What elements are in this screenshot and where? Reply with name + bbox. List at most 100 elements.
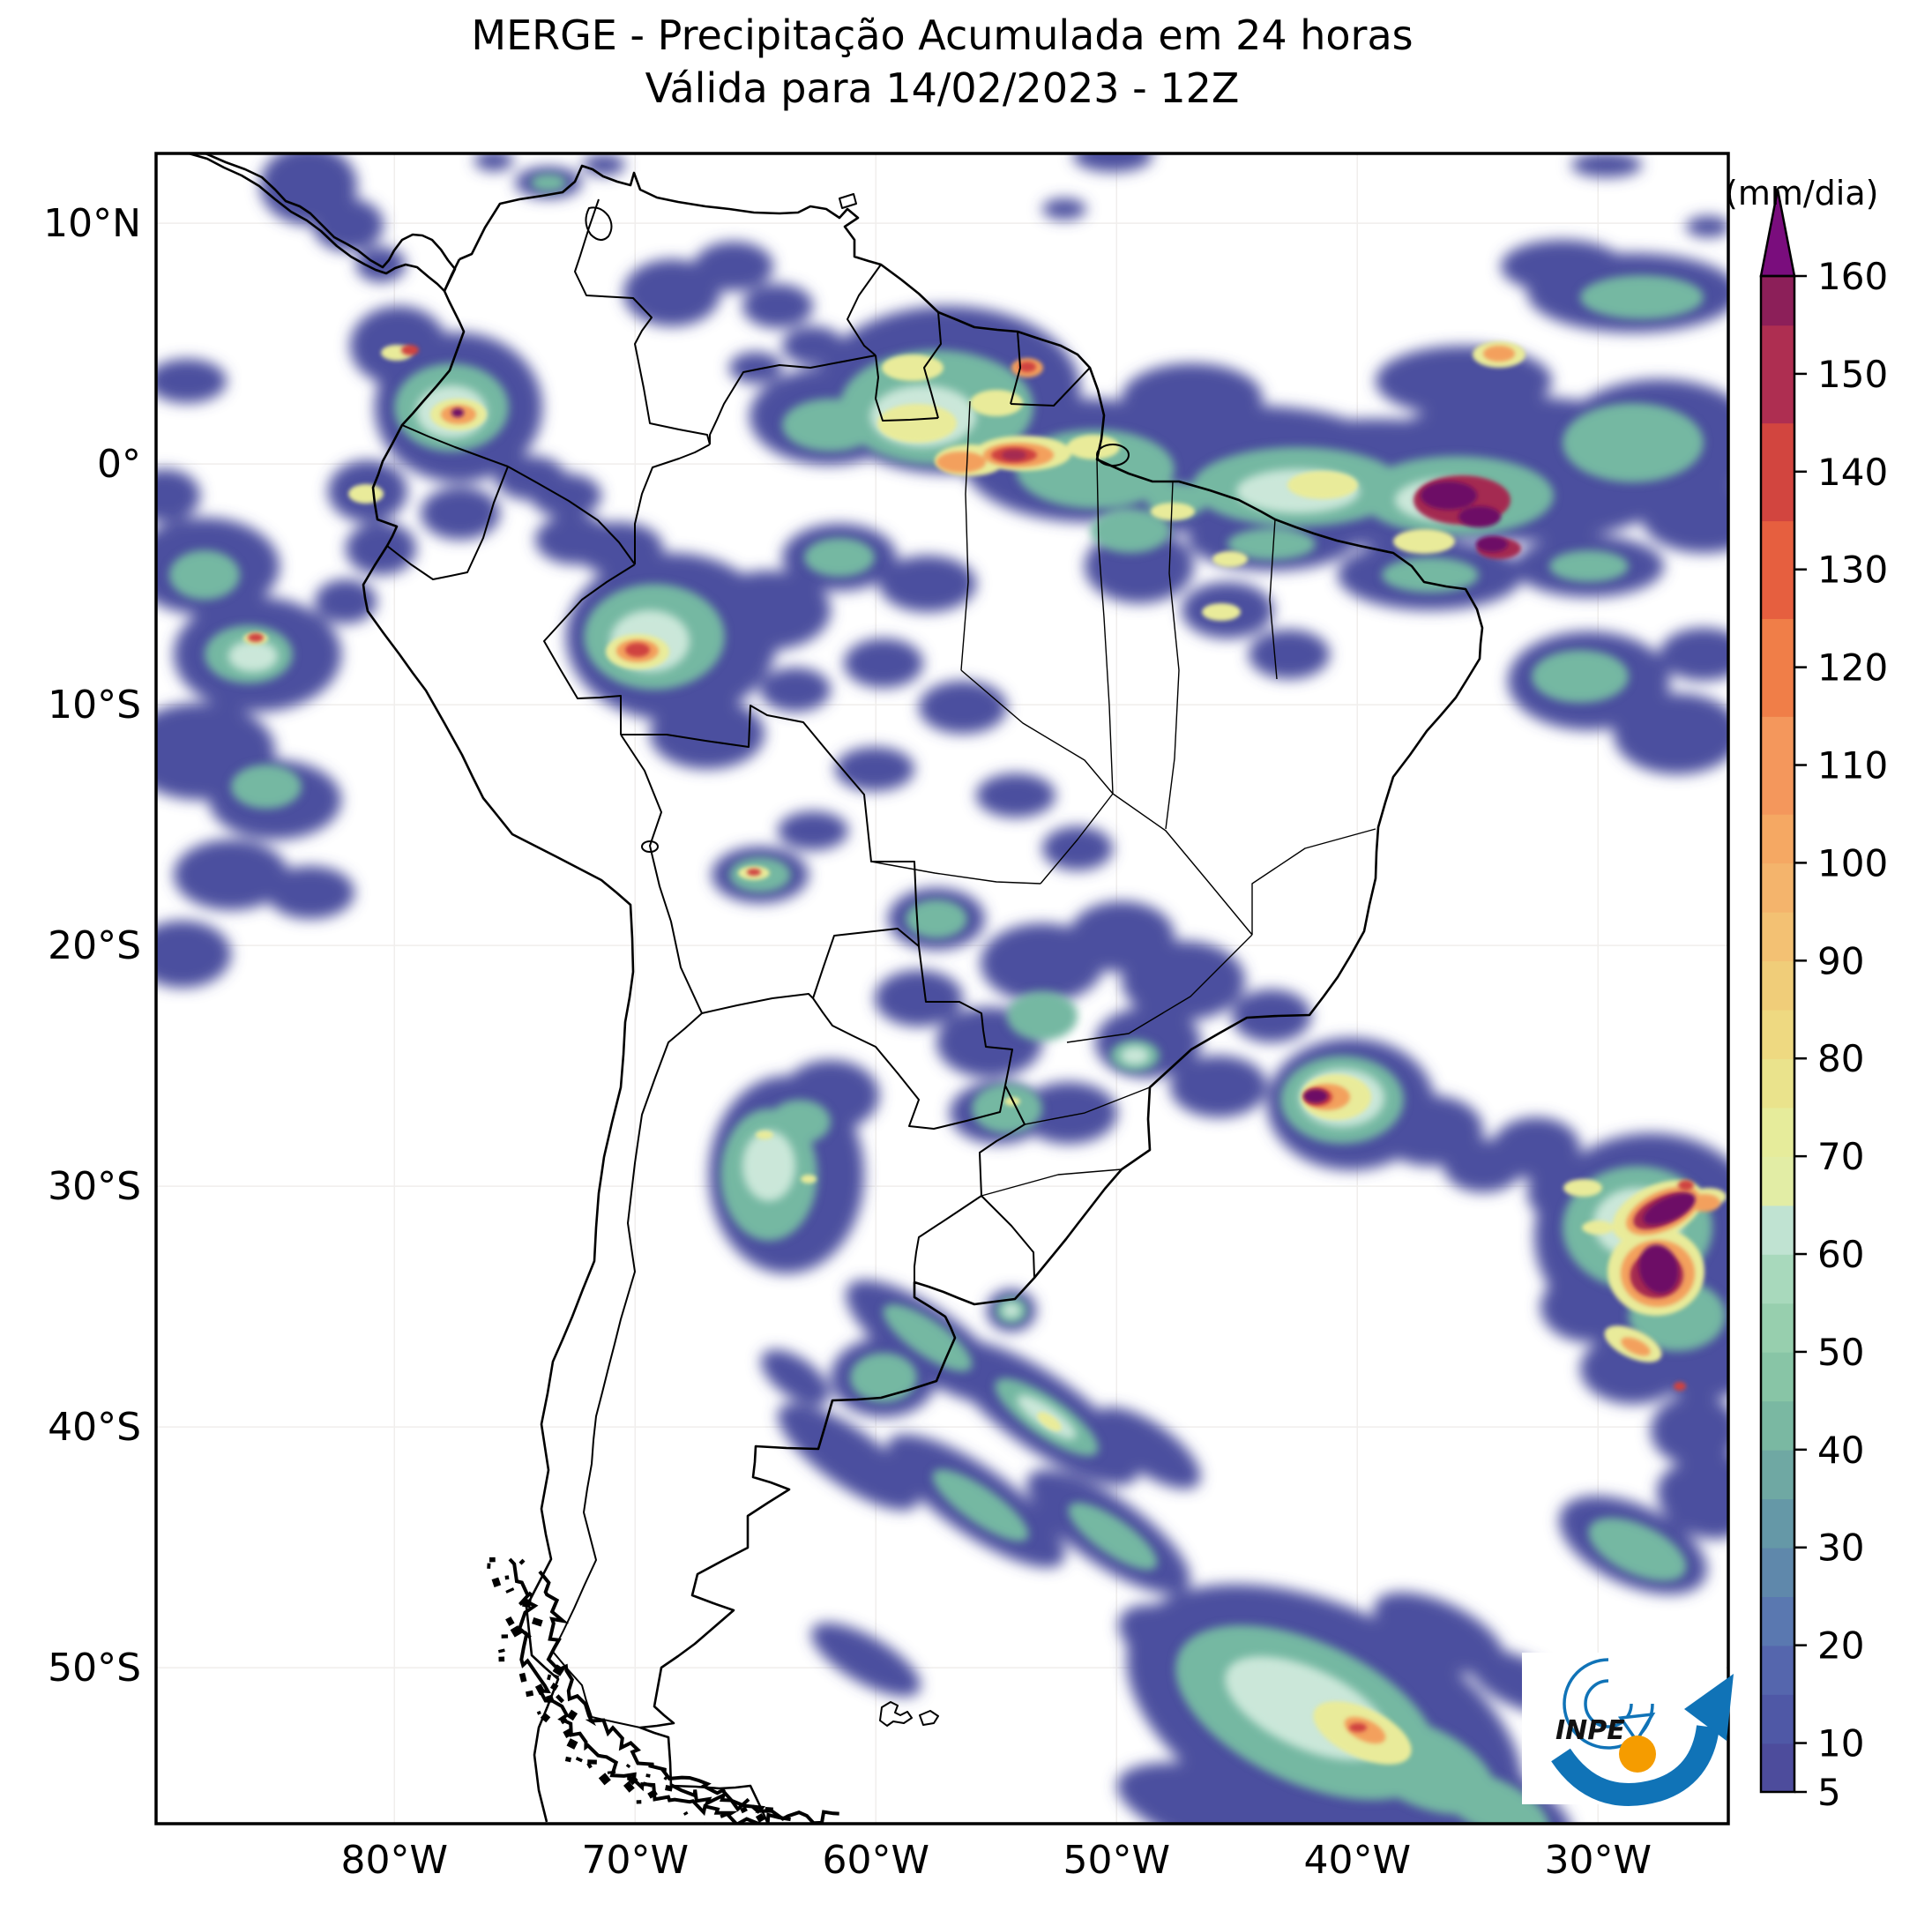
precip-layer-purple [451, 408, 1696, 1294]
precip-blob [906, 900, 967, 938]
colorbar-segment [1761, 911, 1794, 962]
precip-blob [742, 1131, 795, 1201]
precip-blob [707, 571, 831, 650]
patagonia-fjord-coast [487, 1556, 839, 1832]
fjord-islet [740, 1806, 748, 1814]
fjord-islet [771, 1825, 777, 1832]
precip-blob [1376, 346, 1552, 416]
fjord-islet [504, 1575, 510, 1580]
geography-lines [188, 153, 1484, 1832]
colorbar-segment [1761, 1645, 1794, 1695]
map-frame [154, 152, 1730, 1825]
islands-and-lakes [585, 193, 1130, 1727]
precip-blob [1621, 1337, 1651, 1356]
fjord-islet [552, 1664, 565, 1676]
precip-blob [972, 1084, 1042, 1133]
latitude-axis: 10°N 0° 10°S 20°S 30°S 40°S 50°S [43, 201, 141, 1691]
fjord-islet [598, 1773, 611, 1786]
colorbar-tick-label: 130 [1817, 549, 1888, 592]
precip-blob [228, 640, 278, 672]
pacific-coastline [362, 258, 635, 1823]
fjord-islet [498, 1656, 505, 1662]
lat-tick-label: 0° [97, 442, 141, 487]
precip-blob [1037, 1412, 1062, 1431]
fjord-islet [510, 1625, 523, 1638]
fjord-islet [505, 1587, 515, 1594]
colorbar-tick-label: 80 [1817, 1037, 1864, 1080]
precip-blob [1651, 1395, 1728, 1466]
precip-blob [248, 633, 264, 642]
precip-blob [1678, 1180, 1694, 1191]
fjord-islet [564, 1756, 572, 1763]
fjord-islet [683, 1810, 689, 1816]
precip-blob [1003, 1303, 1020, 1318]
colorbar-tick-label: 100 [1817, 841, 1888, 885]
precip-blob [782, 399, 879, 452]
fjord-islet [625, 1763, 631, 1769]
colorbar-tick-label: 30 [1817, 1527, 1864, 1570]
colorbar-segment [1761, 1547, 1794, 1597]
precip-blob [1483, 346, 1515, 362]
fjord-islet [534, 1683, 546, 1696]
colorbar-tick-label: 150 [1817, 353, 1888, 396]
precip-blob [1382, 557, 1479, 593]
precip-blob [1660, 628, 1728, 681]
precip-blob [729, 352, 782, 384]
fjord-islet [755, 1813, 765, 1823]
precip-blob [1007, 991, 1078, 1041]
colorbar-segment [1761, 1694, 1794, 1744]
precip-blob [877, 404, 957, 443]
precip-blob [747, 869, 761, 876]
precip-blob [1212, 551, 1248, 567]
fjord-islet [627, 1775, 632, 1780]
fjord-islet [497, 1648, 505, 1653]
precip-blob [1095, 1407, 1201, 1489]
precip-blob [474, 153, 513, 171]
precip-blob [650, 698, 765, 769]
fjord-islet [642, 1781, 653, 1788]
precip-blob [1458, 506, 1501, 527]
precip-blob [1563, 1179, 1602, 1197]
precip-blob [174, 840, 288, 910]
precip-blob [575, 522, 663, 575]
colorbar-segment [1761, 1156, 1794, 1206]
lon-tick-label: 50°W [1063, 1838, 1171, 1883]
precip-blob [1563, 403, 1704, 482]
logo-orange-ball [1619, 1736, 1656, 1773]
fjord-islet [518, 1672, 527, 1683]
colorbar-tick-label: 40 [1817, 1429, 1864, 1472]
fjord-islet [765, 1806, 773, 1810]
precip-blob [531, 174, 566, 191]
fjord-islet [501, 1634, 509, 1639]
precip-blob [769, 1100, 831, 1144]
precip-blob [835, 747, 914, 791]
precipitation-field [156, 153, 1728, 1824]
colorbar-segment [1761, 1058, 1794, 1109]
fjord-islet [532, 1617, 543, 1627]
fjord-islet [647, 1788, 658, 1799]
precip-blob [919, 681, 1007, 734]
colorbar-tick-label: 50 [1817, 1331, 1864, 1374]
fjord-islet [636, 1800, 642, 1804]
precip-blob [156, 469, 200, 522]
precip-blob [315, 579, 377, 623]
colorbar: 160 150 140 130 120 110 100 90 80 70 60 50 40 30 20 10 5 [1759, 189, 1888, 1814]
precip-blob [1580, 275, 1704, 319]
fjord-islet [556, 1694, 565, 1704]
fjord-islet [545, 1694, 555, 1704]
fjord-islet [623, 1780, 635, 1793]
colorbar-tick-label: 20 [1817, 1624, 1864, 1668]
colorbar-segment [1761, 1449, 1794, 1500]
colorbar-tick-label: 5 [1817, 1771, 1841, 1814]
precip-blob [156, 359, 227, 403]
precip-blob [1018, 362, 1036, 372]
fjord-islet [628, 1774, 638, 1786]
precip-blob [1151, 503, 1195, 520]
logo-text: INPE [1555, 1715, 1625, 1746]
precip-blob [356, 247, 406, 282]
precip-blob [1476, 536, 1508, 552]
precip-blob [1122, 941, 1245, 1020]
colorbar-segment [1761, 1351, 1794, 1402]
fjord-islet [526, 1690, 534, 1698]
